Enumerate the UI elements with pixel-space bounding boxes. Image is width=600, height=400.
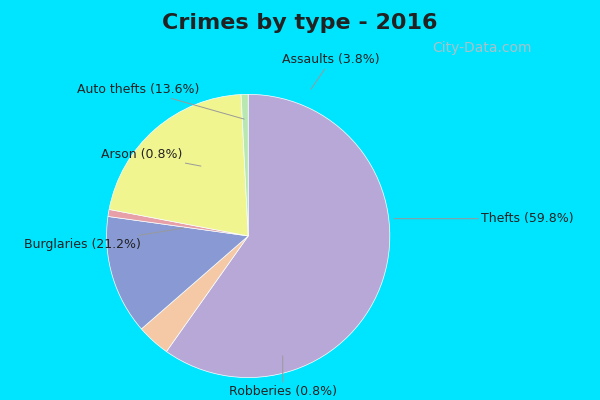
Text: Auto thefts (13.6%): Auto thefts (13.6%) xyxy=(77,83,244,119)
Text: Arson (0.8%): Arson (0.8%) xyxy=(101,148,201,166)
Text: Burglaries (21.2%): Burglaries (21.2%) xyxy=(24,228,184,251)
Text: Thefts (59.8%): Thefts (59.8%) xyxy=(394,212,574,225)
Wedge shape xyxy=(241,94,248,236)
Text: City-Data.com: City-Data.com xyxy=(432,41,532,55)
Wedge shape xyxy=(108,210,248,236)
Wedge shape xyxy=(166,94,390,378)
Wedge shape xyxy=(109,94,248,236)
Wedge shape xyxy=(107,216,248,329)
Text: Robberies (0.8%): Robberies (0.8%) xyxy=(229,356,337,398)
Text: Assaults (3.8%): Assaults (3.8%) xyxy=(282,53,380,89)
Wedge shape xyxy=(142,236,248,352)
Text: Crimes by type - 2016: Crimes by type - 2016 xyxy=(162,13,438,33)
